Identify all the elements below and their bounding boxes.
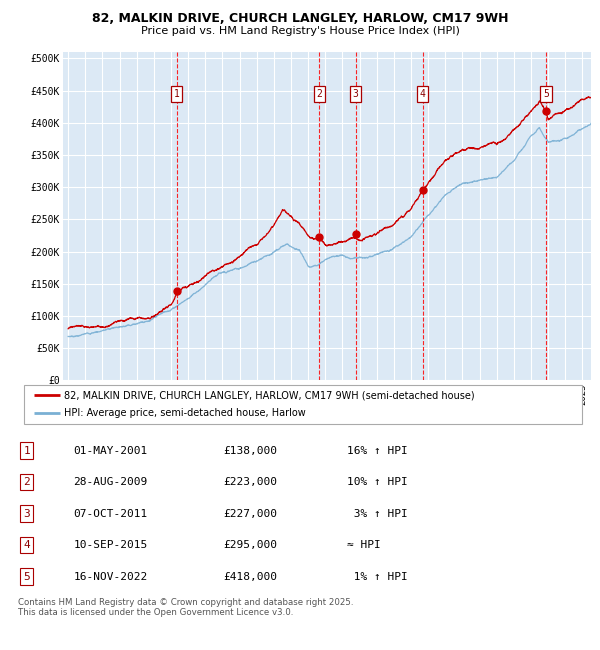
Text: 10-SEP-2015: 10-SEP-2015 — [74, 540, 148, 550]
Text: 4: 4 — [23, 540, 30, 550]
Text: £418,000: £418,000 — [224, 571, 278, 582]
Text: £295,000: £295,000 — [224, 540, 278, 550]
Text: £223,000: £223,000 — [224, 477, 278, 487]
Text: 2: 2 — [317, 89, 322, 99]
Text: Contains HM Land Registry data © Crown copyright and database right 2025.
This d: Contains HM Land Registry data © Crown c… — [18, 598, 353, 618]
Text: £227,000: £227,000 — [224, 508, 278, 519]
Text: 2: 2 — [23, 477, 30, 487]
Text: 07-OCT-2011: 07-OCT-2011 — [74, 508, 148, 519]
Text: 16% ↑ HPI: 16% ↑ HPI — [347, 445, 408, 456]
Text: 01-MAY-2001: 01-MAY-2001 — [74, 445, 148, 456]
Text: 28-AUG-2009: 28-AUG-2009 — [74, 477, 148, 487]
Text: 1: 1 — [23, 445, 30, 456]
Text: 3% ↑ HPI: 3% ↑ HPI — [347, 508, 408, 519]
Text: £138,000: £138,000 — [224, 445, 278, 456]
FancyBboxPatch shape — [24, 385, 582, 424]
Text: 5: 5 — [23, 571, 30, 582]
Text: 5: 5 — [543, 89, 549, 99]
Text: 1% ↑ HPI: 1% ↑ HPI — [347, 571, 408, 582]
Text: 3: 3 — [353, 89, 359, 99]
Text: 3: 3 — [23, 508, 30, 519]
Text: 1: 1 — [174, 89, 179, 99]
Text: ≈ HPI: ≈ HPI — [347, 540, 381, 550]
Text: 16-NOV-2022: 16-NOV-2022 — [74, 571, 148, 582]
Text: 82, MALKIN DRIVE, CHURCH LANGLEY, HARLOW, CM17 9WH: 82, MALKIN DRIVE, CHURCH LANGLEY, HARLOW… — [92, 12, 508, 25]
Text: 10% ↑ HPI: 10% ↑ HPI — [347, 477, 408, 487]
Text: HPI: Average price, semi-detached house, Harlow: HPI: Average price, semi-detached house,… — [64, 408, 306, 418]
Text: Price paid vs. HM Land Registry's House Price Index (HPI): Price paid vs. HM Land Registry's House … — [140, 26, 460, 36]
Text: 4: 4 — [420, 89, 426, 99]
Text: 82, MALKIN DRIVE, CHURCH LANGLEY, HARLOW, CM17 9WH (semi-detached house): 82, MALKIN DRIVE, CHURCH LANGLEY, HARLOW… — [64, 391, 475, 400]
